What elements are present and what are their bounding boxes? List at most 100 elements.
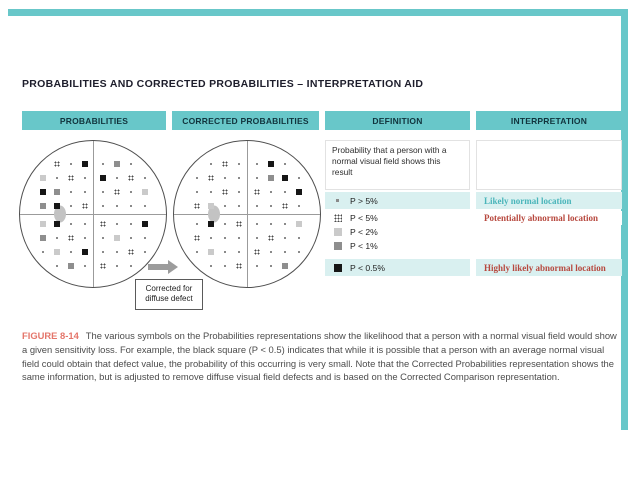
plot-symbol-p5 <box>54 161 60 167</box>
plot-symbol-p05 <box>100 175 106 181</box>
legend-label: P < 2% <box>350 227 378 237</box>
plot-symbol-dot <box>238 163 240 165</box>
plot-symbol-dot <box>284 237 286 239</box>
plot-symbol-p1 <box>40 235 46 241</box>
plot-points <box>20 141 166 287</box>
plot-symbol-p5 <box>100 263 106 269</box>
plot-symbol-p5 <box>82 203 88 209</box>
plot-symbol-p1 <box>68 263 74 269</box>
blind-spot <box>208 205 220 223</box>
legend-row-p-lt-5: P < 5% <box>325 211 470 225</box>
plot-symbol-dot <box>116 223 118 225</box>
plot-symbol-p1 <box>268 175 274 181</box>
plot-symbol-dot <box>102 205 104 207</box>
plot-symbol-p5 <box>282 203 288 209</box>
plot-symbol-dot <box>224 205 226 207</box>
legend-row-p-lt-1: P < 1% <box>325 239 470 253</box>
plot-symbol-dot <box>224 251 226 253</box>
plot-symbol-dot <box>196 177 198 179</box>
plot-symbol-dot <box>224 237 226 239</box>
plot-symbol-dot <box>238 177 240 179</box>
plot-symbol-p5 <box>100 221 106 227</box>
plot-symbol-dot <box>70 205 72 207</box>
plot-symbol-dot <box>270 205 272 207</box>
plot-symbol-p1 <box>282 263 288 269</box>
plot-symbol-p05 <box>282 175 288 181</box>
plot-symbol-dot <box>130 205 132 207</box>
plot-symbol-dot <box>284 191 286 193</box>
plot-symbol-dot <box>116 251 118 253</box>
plot-circle <box>173 140 321 288</box>
plot-symbol-dot <box>130 237 132 239</box>
plot-symbol-dot <box>298 251 300 253</box>
plot-symbol-dot <box>102 163 104 165</box>
plot-symbol-dot <box>56 237 58 239</box>
plot-symbol-p1 <box>114 161 120 167</box>
plot-symbol-dot <box>56 265 58 267</box>
plot-symbol-dot <box>84 237 86 239</box>
interpretation-likely-normal: Likely normal location <box>476 192 622 209</box>
plot-symbol-dot <box>84 191 86 193</box>
plot-symbol-dot <box>196 251 198 253</box>
plot-symbol-dot <box>144 177 146 179</box>
plot-symbol-p5 <box>128 249 134 255</box>
plot-symbol-dot <box>270 191 272 193</box>
plot-symbol-dot <box>84 177 86 179</box>
plot-symbol-dot <box>224 223 226 225</box>
probabilities-plot <box>19 140 167 288</box>
plot-symbol-dot <box>70 251 72 253</box>
plot-symbol-p5 <box>194 203 200 209</box>
plot-symbol-p2 <box>296 221 302 227</box>
plot-symbol-dot <box>102 191 104 193</box>
plot-symbol-dot <box>270 223 272 225</box>
plot-symbol-p2 <box>54 249 60 255</box>
plot-symbol-p05 <box>54 221 60 227</box>
plot-symbol-dot <box>144 237 146 239</box>
plot-symbol-dot <box>298 205 300 207</box>
plot-symbol-p2 <box>142 189 148 195</box>
arrow-head <box>168 260 178 274</box>
plot-symbol-dot <box>256 205 258 207</box>
interpretation-intro-box <box>476 140 622 190</box>
plot-symbol-p05 <box>208 221 214 227</box>
plot-symbol-dot <box>256 177 258 179</box>
plot-symbol-dot <box>210 237 212 239</box>
plot-symbol-dot <box>116 177 118 179</box>
plot-symbol-dot <box>238 251 240 253</box>
plot-symbol-dot <box>116 205 118 207</box>
plot-symbol-dot <box>130 223 132 225</box>
plot-symbol-dot <box>70 223 72 225</box>
plot-symbol-p1 <box>40 203 46 209</box>
plot-symbol-dot <box>70 163 72 165</box>
plot-symbol-dot <box>102 251 104 253</box>
plot-symbol-dot <box>284 251 286 253</box>
page-title: PROBABILITIES AND CORRECTED PROBABILITIE… <box>22 78 424 90</box>
vertical-meridian-line <box>246 141 248 287</box>
plot-symbol-dot <box>116 265 118 267</box>
plot-symbol-dot <box>284 163 286 165</box>
interpretation-highly-abnormal: Highly likely abnormal location <box>476 259 622 276</box>
plot-symbol-p2 <box>114 235 120 241</box>
plot-symbol-p05 <box>82 249 88 255</box>
plot-symbol-p05 <box>142 221 148 227</box>
plot-symbol-p2 <box>40 175 46 181</box>
legend-row-p-gt-5: P > 5% <box>325 192 470 209</box>
plot-symbol-p5 <box>114 189 120 195</box>
plot-symbol-dot <box>196 191 198 193</box>
p-lt-1-symbol-icon <box>334 242 342 250</box>
legend-label: P > 5% <box>350 195 378 206</box>
definition-intro: Probability that a person with a normal … <box>325 140 470 190</box>
plot-symbol-dot <box>224 265 226 267</box>
plot-symbol-dot <box>298 237 300 239</box>
plot-symbol-dot <box>256 163 258 165</box>
vertical-meridian-line <box>92 141 94 287</box>
plot-symbol-dot <box>130 163 132 165</box>
p-lt-2-symbol-icon <box>334 228 342 236</box>
column-header-definition: DEFINITION <box>325 111 470 130</box>
plot-symbol-dot <box>210 163 212 165</box>
plot-points <box>174 141 320 287</box>
plot-symbol-dot <box>284 223 286 225</box>
plot-symbol-dot <box>210 265 212 267</box>
plot-symbol-dot <box>256 223 258 225</box>
